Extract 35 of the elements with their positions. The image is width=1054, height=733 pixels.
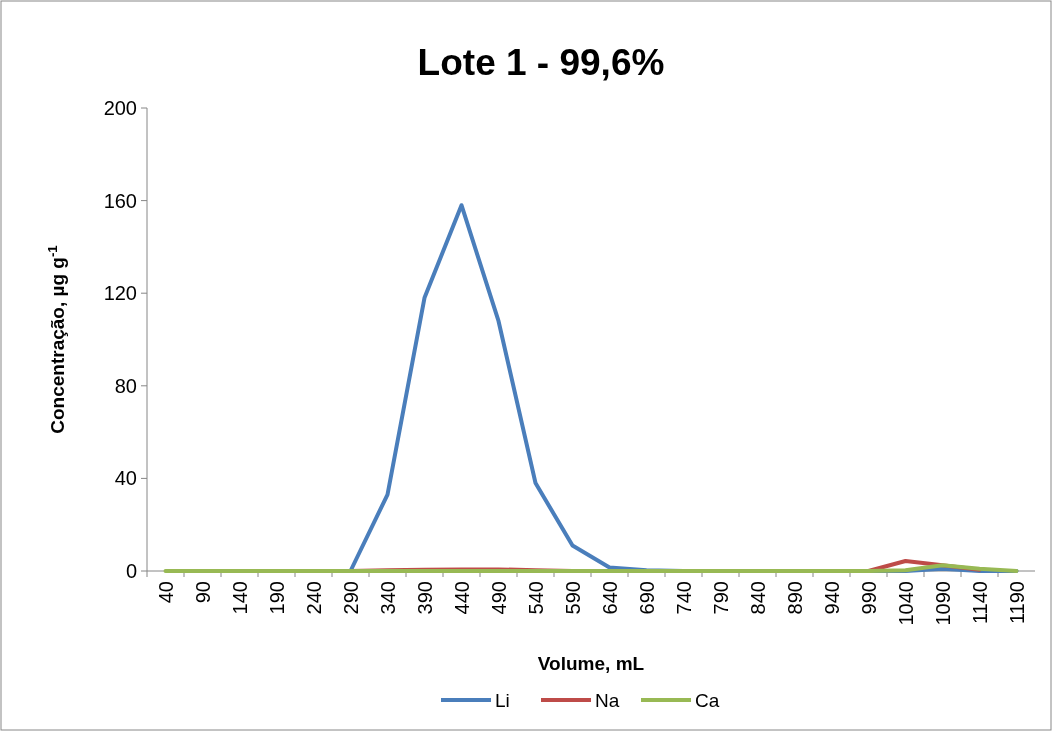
x-tick-label: 940 [820, 581, 843, 615]
x-tick-label: 740 [672, 581, 695, 615]
x-tick-label: 1140 [968, 581, 991, 625]
legend-label: Na [595, 689, 620, 711]
y-tick-label: 80 [114, 374, 137, 397]
x-tick-label: 490 [487, 581, 510, 615]
x-tick-label: 840 [746, 581, 769, 615]
x-tick-label: 540 [524, 581, 547, 615]
x-tick-label: 440 [450, 581, 473, 615]
x-axis-title: Volume, mL [537, 653, 645, 674]
y-tick-label: 40 [114, 467, 137, 490]
x-tick-label: 1190 [1005, 581, 1028, 625]
chart-title: Lote 1 - 99,6% [417, 42, 665, 83]
legend-label: Ca [695, 689, 720, 711]
x-tick-label: 990 [857, 581, 880, 615]
x-tick-label: 190 [265, 581, 288, 615]
x-tick-label: 240 [302, 581, 325, 615]
y-tick-label: 160 [103, 189, 137, 212]
x-tick-label: 640 [598, 581, 621, 615]
y-tick-label: 120 [103, 282, 137, 305]
x-tick-label: 290 [339, 581, 362, 615]
y-tick-label: 0 [125, 560, 137, 582]
x-tick-label: 1040 [894, 581, 917, 626]
x-tick-label: 590 [561, 581, 584, 615]
x-tick-label: 340 [376, 581, 399, 615]
y-tick-label: 200 [103, 97, 137, 119]
x-tick-label: 690 [635, 581, 658, 615]
x-tick-label: 890 [783, 581, 806, 615]
x-tick-label: 1090 [931, 581, 954, 626]
x-tick-label: 790 [709, 581, 732, 615]
x-tick-label: 140 [228, 581, 251, 615]
x-tick-label: 40 [154, 581, 177, 604]
x-tick-label: 90 [191, 581, 214, 604]
x-tick-label: 390 [413, 581, 436, 615]
legend-label: Li [495, 689, 510, 711]
